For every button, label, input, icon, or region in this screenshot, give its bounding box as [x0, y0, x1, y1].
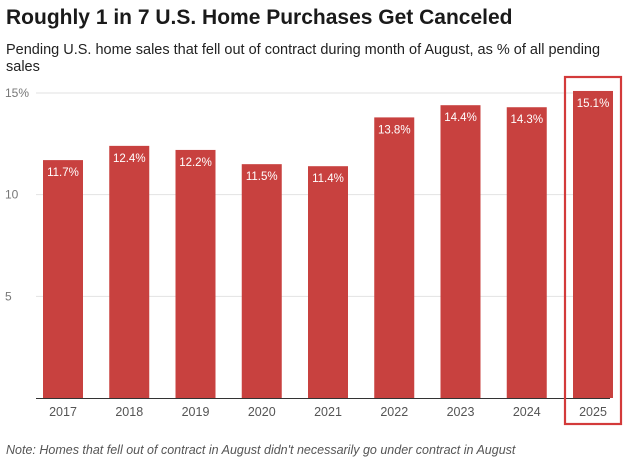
- y-tick-label: 5: [5, 289, 12, 303]
- x-tick-label: 2024: [513, 405, 541, 419]
- y-tick-label: 10: [5, 188, 19, 202]
- bars: [43, 90, 613, 399]
- bar: [308, 166, 348, 398]
- value-label: 14.3%: [510, 114, 543, 126]
- bar: [43, 160, 83, 398]
- bar: [175, 149, 216, 398]
- x-tick-label: 2021: [314, 405, 342, 419]
- value-label: 11.5%: [246, 171, 278, 183]
- bar: [573, 90, 613, 398]
- value-label: 11.4%: [312, 173, 344, 185]
- footnote: Note: Homes that fell out of contract in…: [6, 443, 516, 457]
- chart-subtitle: Pending U.S. home sales that fell out of…: [6, 42, 601, 75]
- bar: [241, 164, 282, 398]
- value-labels: 11.7% 12.4% 12.2% 11.5% 11.4% 13.8% 14.4% 14.3%…: [47, 98, 609, 185]
- x-tick-label: 2019: [182, 405, 210, 419]
- bar: [440, 105, 481, 398]
- x-tick-label: 2017: [49, 405, 77, 419]
- x-tick-label: 2022: [380, 405, 408, 419]
- value-label: 13.8%: [378, 124, 411, 136]
- highlight-box: [563, 75, 623, 426]
- value-label: 14.4%: [444, 112, 477, 124]
- value-label: 12.2%: [179, 157, 212, 169]
- chart-title: Roughly 1 in 7 U.S. Home Purchases Get C…: [6, 6, 513, 29]
- x-tick-label: 2023: [447, 405, 475, 419]
- x-tick-label: 2025: [579, 405, 607, 419]
- bar: [109, 145, 150, 398]
- x-tick-label: 2018: [115, 405, 143, 419]
- bar: [374, 117, 415, 399]
- x-axis-ticks: 2017 2018 2019 2020 2021 2022 2023 2024 2025: [49, 405, 607, 419]
- value-label: 11.7%: [47, 167, 79, 179]
- value-label: 15.1%: [577, 98, 610, 110]
- value-label: 12.4%: [113, 153, 146, 165]
- bar: [506, 107, 547, 398]
- x-tick-label: 2020: [248, 405, 276, 419]
- y-tick-label: 15%: [5, 86, 29, 100]
